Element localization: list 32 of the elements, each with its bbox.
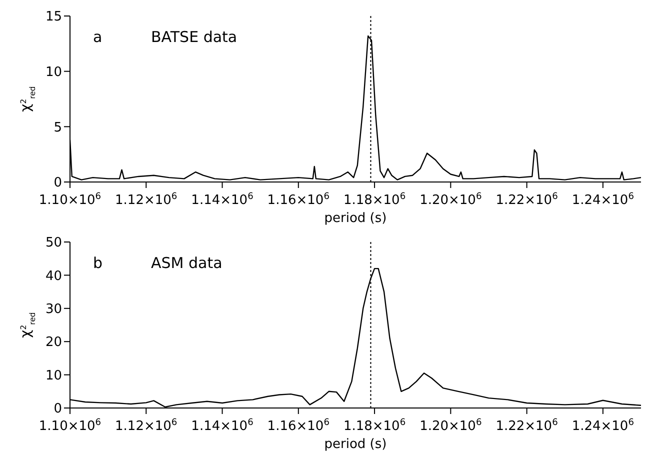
y-tick-label: 10 [45, 368, 62, 384]
x-tick-label: 1.22×10$^{6}$ [496, 192, 558, 208]
y-tick-label: 0 [54, 402, 62, 417]
y-tick-label: 15 [45, 10, 62, 25]
annotation: BATSE data [151, 28, 238, 46]
x-tick-label: 1.20×10$^{6}$ [420, 418, 482, 434]
x-tick-label: 1.16×10$^{6}$ [267, 418, 330, 434]
x-tick-label: 1.22×10$^{6}$ [496, 418, 558, 434]
x-tick-label: 1.18×10$^{6}$ [343, 418, 406, 434]
annotation: a [93, 28, 102, 46]
x-tick-label: 1.16×10$^{6}$ [267, 192, 330, 208]
x-tick-label: 1.14×10$^{6}$ [191, 192, 254, 208]
x-axis-title: period (s) [324, 437, 387, 452]
y-tick-label: 0 [54, 176, 62, 191]
x-tick-label: 1.18×10$^{6}$ [343, 192, 406, 208]
x-tick-label: 1.12×10$^{6}$ [115, 418, 178, 434]
x-tick-label: 1.10×10$^{6}$ [38, 418, 102, 434]
x-tick-label: 1.10×10$^{6}$ [38, 192, 102, 208]
x-tick-label: 1.20×10$^{6}$ [420, 192, 482, 208]
y-tick-label: 5 [54, 120, 62, 136]
y-tick-label: 50 [45, 236, 62, 251]
annotation: ASM data [151, 254, 222, 272]
y-tick-label: 30 [45, 302, 62, 318]
x-tick-label: 1.24×10$^{6}$ [572, 192, 634, 208]
x-tick-label: 1.24×10$^{6}$ [572, 418, 634, 434]
x-tick-label: 1.12×10$^{6}$ [115, 192, 178, 208]
annotation: b [93, 254, 103, 272]
x-tick-label: 1.14×10$^{6}$ [191, 418, 254, 434]
y-tick-label: 40 [45, 268, 62, 284]
x-axis-title: period (s) [324, 211, 387, 226]
y-tick-label: 10 [45, 64, 62, 80]
y-tick-label: 20 [45, 335, 62, 350]
